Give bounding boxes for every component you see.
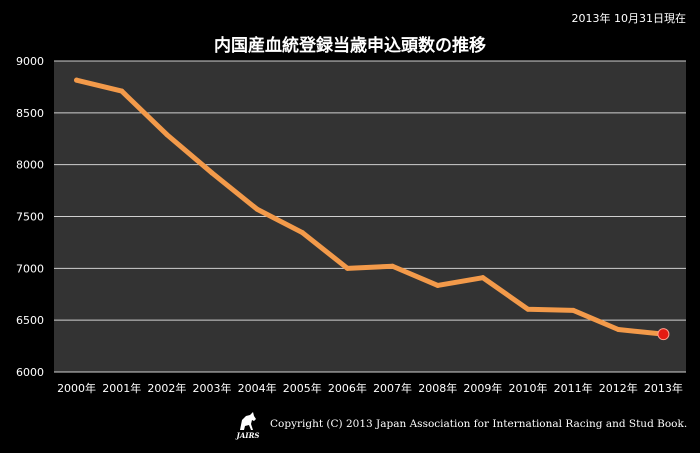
jairs-logo: JAIRS: [235, 412, 260, 440]
data-point-2008年: [435, 282, 441, 288]
data-point-2007年: [390, 263, 396, 269]
logo-text: JAIRS: [235, 431, 260, 440]
x-tick-label-0: 2000年: [57, 381, 96, 395]
x-tick-label-10: 2010年: [509, 381, 548, 395]
x-tick-label-4: 2004年: [238, 381, 277, 395]
data-point-2009年: [480, 275, 486, 281]
x-tick-label-7: 2007年: [373, 381, 412, 395]
y-tick-label-6500: 6500: [16, 314, 44, 327]
data-point-2005年: [299, 230, 305, 236]
data-point-2001年: [119, 88, 125, 94]
x-tick-label-2: 2002年: [147, 381, 186, 395]
series-group: [74, 77, 670, 341]
x-tick-label-8: 2008年: [418, 381, 457, 395]
x-tick-label-13: 2013年: [644, 381, 683, 395]
data-point-2000年: [74, 77, 80, 83]
data-point-2004年: [254, 206, 260, 212]
data-point-2006年: [344, 265, 350, 271]
y-tick-label-6000: 6000: [16, 366, 44, 379]
data-point-2011年: [570, 307, 576, 313]
y-axis-ticks: 6000 6500 7000 7500 8000 8500 9000: [16, 55, 44, 379]
x-tick-label-3: 2003年: [193, 381, 232, 395]
chart-title: 内国産血統登録当歳申込頭数の推移: [214, 36, 486, 56]
data-point-2012年: [615, 326, 621, 332]
as-of-date-note: 2013年 10月31日現在: [571, 12, 687, 25]
highlight-point-2013年: [657, 328, 670, 341]
series-line-0: [74, 77, 666, 337]
x-tick-label-9: 2009年: [463, 381, 502, 395]
data-point-2002年: [164, 132, 170, 138]
y-tick-label-7000: 7000: [16, 262, 44, 275]
x-axis-ticks: 2000年 2001年 2002年 2003年 2004年 2005年 2006年 2007年…: [57, 381, 683, 395]
data-point-2003年: [209, 170, 215, 176]
y-tick-label-8500: 8500: [16, 107, 44, 120]
x-tick-label-6: 2006年: [328, 381, 367, 395]
y-tick-label-8000: 8000: [16, 159, 44, 172]
x-tick-label-11: 2011年: [554, 381, 593, 395]
x-tick-label-5: 2005年: [283, 381, 322, 395]
x-tick-label-12: 2012年: [599, 381, 638, 395]
copyright-text: Copyright (C) 2013 Japan Association for…: [270, 418, 688, 430]
y-tick-label-7500: 7500: [16, 211, 44, 224]
y-tick-label-9000: 9000: [16, 55, 44, 68]
x-tick-label-1: 2001年: [102, 381, 141, 395]
data-point-2010年: [525, 306, 531, 312]
